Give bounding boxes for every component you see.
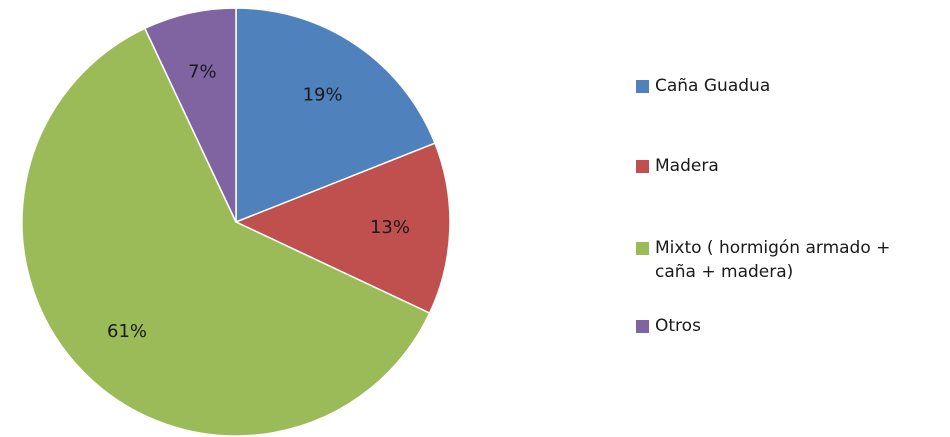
pie-slice	[235, 7, 436, 224]
legend-item: Madera	[636, 154, 946, 178]
legend-swatch	[636, 242, 649, 255]
pie-data-labels: 19% 13% 61% 7%	[107, 62, 410, 342]
legend-item: Caña Guadua	[636, 74, 946, 98]
pie-slices	[21, 7, 451, 437]
legend-swatch	[636, 160, 649, 173]
pie-slice	[21, 27, 431, 437]
legend-label: Mixto ( hormigón armado + caña + madera)	[655, 238, 891, 282]
slice-data-label: 7%	[188, 62, 217, 83]
legend-item: Otros	[636, 314, 946, 338]
legend-label: Caña Guadua	[655, 76, 771, 96]
legend-label: Otros	[655, 316, 701, 336]
legend-label: Madera	[655, 156, 719, 176]
legend-item: Mixto ( hormigón armado + caña + madera)	[636, 236, 946, 284]
slice-data-label: 61%	[107, 321, 147, 342]
slice-data-label: 13%	[370, 217, 410, 238]
legend-swatch	[636, 320, 649, 333]
legend-swatch	[636, 80, 649, 93]
slice-data-label: 19%	[303, 85, 343, 106]
pie-slice	[143, 7, 237, 223]
pie-slice	[234, 142, 451, 315]
